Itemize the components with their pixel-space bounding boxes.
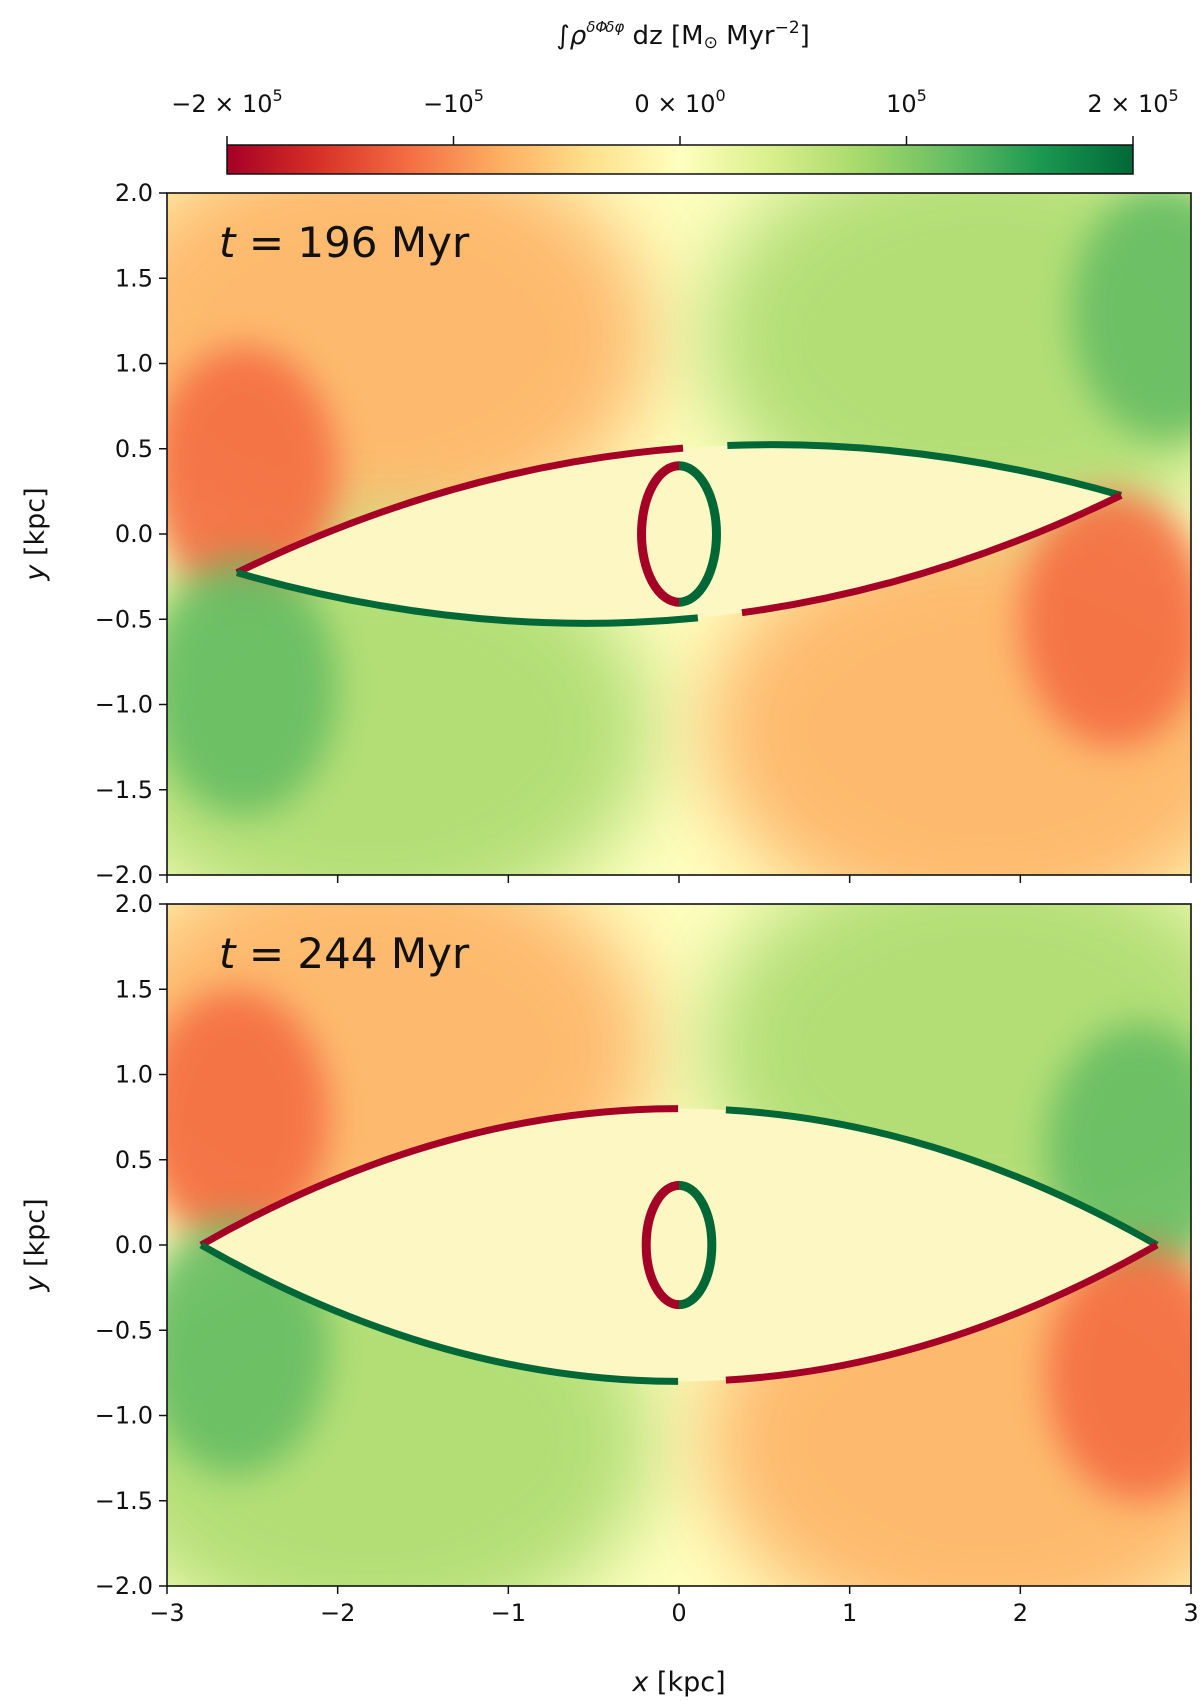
x-tick-label: 1 (842, 1599, 857, 1627)
y-tick-label: 1.5 (115, 264, 153, 292)
heatmap-field (167, 193, 1191, 875)
y-axis-label: y [kpc] (20, 1198, 51, 1292)
colorbar-tick-label: −105 (423, 86, 484, 118)
x-tick-label: 3 (1183, 1599, 1198, 1627)
colorbar-gradient (226, 144, 1134, 175)
y-tick-label: −0.5 (95, 605, 153, 633)
outer-arc (167, 559, 338, 816)
colorbar-tick-label: −2 × 105 (171, 86, 282, 118)
y-tick-label: 1.0 (115, 1061, 153, 1089)
y-tick-label: −0.5 (95, 1316, 153, 1344)
y-tick-label: −1.5 (95, 1487, 153, 1515)
x-tick-label: −2 (320, 1599, 355, 1627)
outer-arc (1071, 193, 1191, 441)
bar-edge-upper-right (199, 1105, 1159, 1249)
y-tick-label: −1.0 (95, 691, 153, 719)
bar-edge-lower-right (235, 492, 1123, 627)
y-tick-label: 1.5 (115, 975, 153, 1003)
time-label: t = 244 Myr (219, 929, 470, 978)
y-tick-label: −1.5 (95, 776, 153, 804)
bar (199, 1105, 1159, 1385)
bar-edge-lower-left (199, 1241, 1159, 1385)
heatmap-field (167, 904, 1191, 1586)
y-tick-label: 0.0 (115, 520, 153, 548)
x-tick-label: 2 (1013, 1599, 1028, 1627)
inner-ring-left (636, 461, 680, 607)
x-axis-label: x [kpc] (631, 1667, 725, 1698)
colorbar-tick-label: 2 × 105 (1087, 86, 1178, 118)
y-tick-label: 2.0 (115, 179, 153, 207)
bar-edge-upper-right (235, 441, 1123, 576)
panels: 2.0 1.5 1.0 0.5 0.0 −0.5 −1.0 −1.5 −2.0 y [kpc] t … (20, 179, 1199, 1627)
colorbar-tick-label: 0 × 100 (634, 86, 725, 118)
inner-ring-right (678, 461, 722, 607)
bar-edge-upper-left (199, 1105, 1159, 1249)
inner-ring-left (641, 1180, 680, 1310)
y-tick-label: 0.0 (115, 1231, 153, 1259)
y-axis-label: y [kpc] (20, 487, 51, 581)
panel-1: 2.0 1.5 1.0 0.5 0.0 −0.5 −1.0 −1.5 −2.0 y [kpc] t … (20, 179, 1192, 889)
outer-arc (1020, 491, 1191, 748)
x-tick-label: −3 (149, 1599, 184, 1627)
time-label: t = 196 Myr (219, 218, 470, 267)
x-tick-label: −1 (491, 1599, 526, 1627)
inner-ring-right (678, 1180, 717, 1310)
y-tick-label: −1.0 (95, 1402, 153, 1430)
colorbar-ticks: −2 × 105 −105 0 × 100 105 2 × 105 (171, 86, 1179, 145)
y-tick-label: 1.0 (115, 350, 153, 378)
bar-edge-upper-left (235, 441, 1123, 576)
colorbar-title: ∫ρδΦδφ dz [M⊙ Myr−2] (556, 18, 810, 53)
colorbar-tick-label: 105 (886, 86, 927, 118)
y-tick-label: −2.0 (95, 861, 153, 889)
y-tick-label: 0.5 (115, 1146, 153, 1174)
panel-2: 2.0 1.5 1.0 0.5 0.0 −0.5 −1.0 −1.5 −2.0−3 −2 −1 0 1 2… (20, 890, 1199, 1627)
outer-arc (167, 346, 338, 603)
y-tick-label: 0.5 (115, 435, 153, 463)
bar-interior (201, 1108, 1157, 1382)
bar (235, 441, 1123, 627)
x-tick-label: 0 (671, 1599, 686, 1627)
y-tick-label: −2.0 (95, 1572, 153, 1600)
colorbar: −2 × 105 −105 0 × 100 105 2 × 105 (171, 86, 1179, 175)
y-tick-label: 2.0 (115, 890, 153, 918)
outer-arc (1045, 1245, 1191, 1501)
outer-arc (167, 989, 330, 1245)
bar-edge-lower-left (235, 492, 1123, 627)
bar-edge-lower-right (199, 1241, 1159, 1385)
